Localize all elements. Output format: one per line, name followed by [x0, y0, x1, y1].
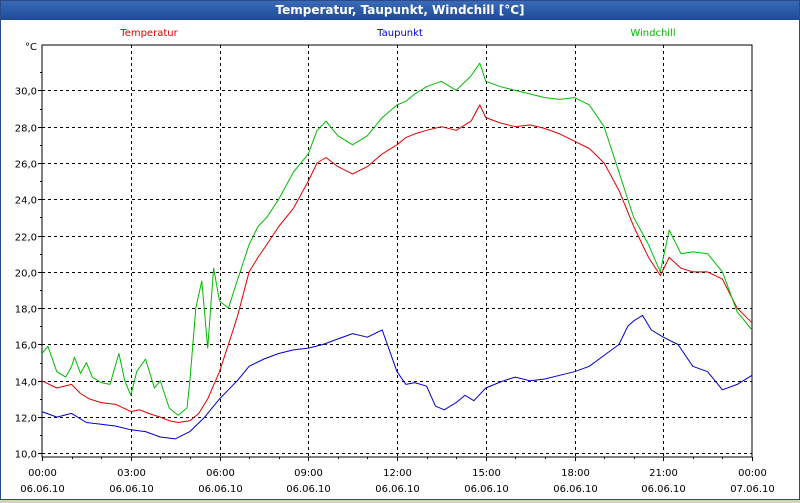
- y-tick-label: 14,0: [15, 378, 37, 389]
- x-tick-date: 06.06.10: [198, 484, 243, 495]
- y-tick-label: 28,0: [15, 124, 37, 135]
- x-tick-time: 00:00: [738, 468, 767, 479]
- x-tick-date: 06.06.10: [375, 484, 420, 495]
- y-tick-label: 20,0: [15, 269, 37, 280]
- y-tick-label: 18,0: [15, 305, 37, 316]
- x-tick-date: 06.06.10: [20, 484, 65, 495]
- y-tick-label: 26,0: [15, 160, 37, 171]
- chart-area: 10,0 12,0 14,0 16,0 18,0 20,0 22,0 24,0 26,0 28,0…: [1, 20, 799, 499]
- x-tick-time: 12:00: [383, 468, 412, 479]
- y-tick-label: 12,0: [15, 414, 37, 425]
- x-tick-date: 06.06.10: [641, 484, 686, 495]
- x-tick-time: 21:00: [649, 468, 678, 479]
- x-tick-time: 06:00: [206, 468, 235, 479]
- y-tick-label: 30,0: [15, 87, 37, 98]
- legend: Temperatur Taupunkt Windchill: [119, 28, 675, 39]
- x-tick-date: 06.06.10: [464, 484, 509, 495]
- series-line-temperatur: [41, 104, 753, 423]
- x-tick-date: 06.06.10: [553, 484, 598, 495]
- series-line-taupunkt: [41, 314, 753, 440]
- x-tick-time: 00:00: [28, 468, 57, 479]
- series-lines: [41, 62, 753, 440]
- x-tick-time: 03:00: [117, 468, 146, 479]
- window-title: Temperatur, Taupunkt, Windchill [°C]: [1, 1, 799, 20]
- y-axis-unit: °C: [25, 42, 37, 53]
- y-tick-label: 16,0: [15, 341, 37, 352]
- grid: [42, 45, 752, 457]
- y-tick-label: 24,0: [15, 196, 37, 207]
- x-tick-date: 06.06.10: [286, 484, 331, 495]
- x-tick-date: 06.06.10: [109, 484, 154, 495]
- legend-entry-temperatur: Temperatur: [119, 28, 178, 39]
- legend-entry-taupunkt: Taupunkt: [376, 28, 423, 39]
- axes: 10,0 12,0 14,0 16,0 18,0 20,0 22,0 24,0 26,0 28,0…: [15, 42, 775, 495]
- y-tick-label: 22,0: [15, 233, 37, 244]
- x-tick-time: 09:00: [294, 468, 323, 479]
- series-line-windchill: [41, 62, 753, 416]
- x-tick-time: 15:00: [472, 468, 501, 479]
- x-tick-time: 18:00: [561, 468, 590, 479]
- legend-entry-windchill: Windchill: [630, 28, 675, 39]
- x-tick-date: 07.06.10: [730, 484, 775, 495]
- line-chart: 10,0 12,0 14,0 16,0 18,0 20,0 22,0 24,0 26,0 28,0…: [15, 28, 775, 495]
- y-tick-label: 10,0: [15, 450, 37, 461]
